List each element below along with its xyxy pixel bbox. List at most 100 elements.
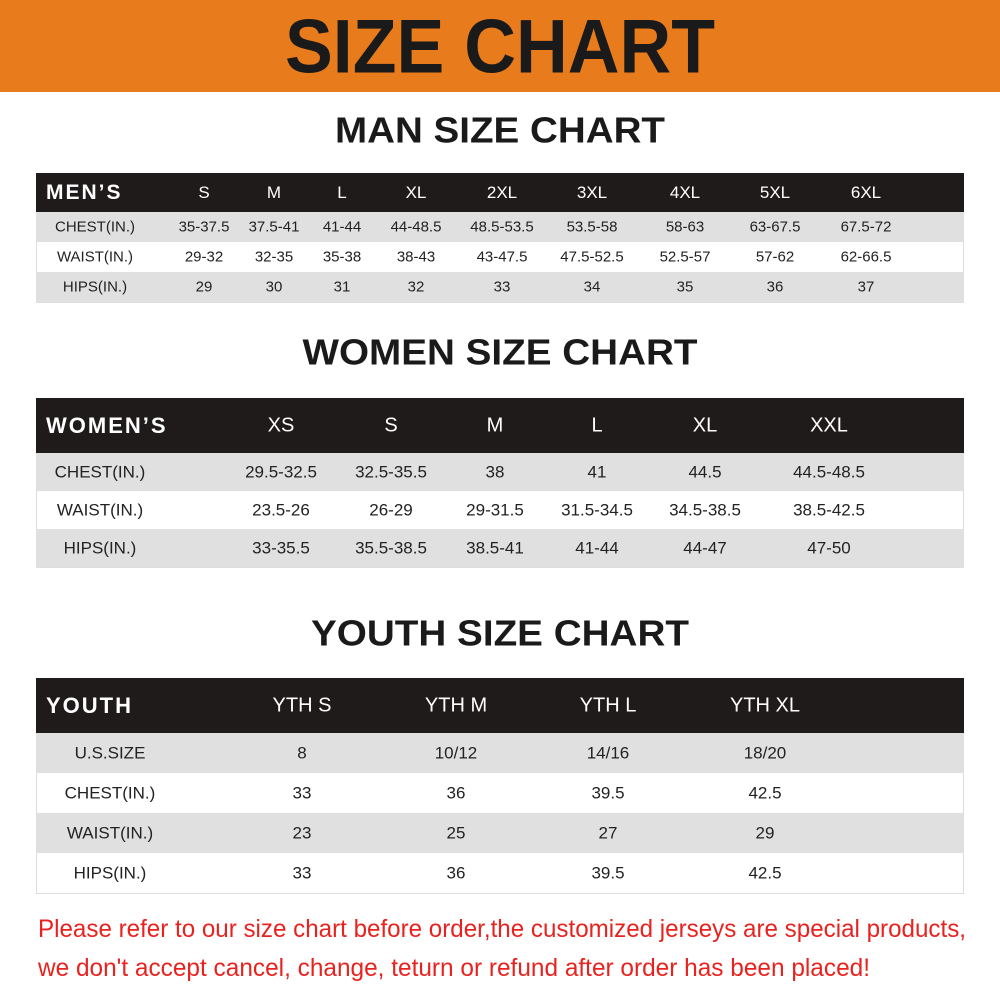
table-cell: 29-31.5: [466, 501, 524, 520]
table-cell: 53.5-58: [567, 219, 618, 236]
table-cell: 47.5-52.5: [560, 249, 623, 266]
table-cell: 36: [767, 279, 784, 296]
table-cell: 41-44: [575, 539, 618, 558]
table-cell: 25: [447, 824, 466, 843]
page-title: SIZE CHART: [285, 5, 715, 90]
table-cell: 31.5-34.5: [561, 501, 633, 520]
table-cell: 29.5-32.5: [245, 463, 317, 482]
table-cell: 38.5-42.5: [793, 501, 865, 520]
table-row-label: WAIST(IN.): [57, 501, 143, 520]
table-cell: 52.5-57: [660, 249, 711, 266]
table-row-bg: [36, 212, 964, 242]
table-header-row: [36, 678, 964, 733]
table-row-bg: [36, 453, 964, 491]
table-cell: 37.5-41: [249, 219, 300, 236]
table-header-cell: S: [384, 415, 397, 437]
table-cell: 48.5-53.5: [470, 219, 533, 236]
table-cell: 58-63: [666, 219, 704, 236]
table-cell: 26-29: [369, 501, 412, 520]
table-cell: 57-62: [756, 249, 794, 266]
table-cell: 63-67.5: [750, 219, 801, 236]
table-row-label: WAIST(IN.): [57, 249, 133, 266]
table-header-cell: 2XL: [487, 183, 517, 202]
table-cell: 44-47: [683, 539, 726, 558]
table-header-cell: XS: [268, 415, 295, 437]
table-cell: 33: [293, 864, 312, 883]
table-cell: 31: [334, 279, 351, 296]
table-cell: 39.5: [591, 864, 624, 883]
table-cell: 41-44: [323, 219, 361, 236]
table-row-label: HIPS(IN.): [64, 539, 137, 558]
table-cell: 18/20: [744, 744, 787, 763]
table-cell: 42.5: [748, 784, 781, 803]
table-row-label: U.S.SIZE: [75, 744, 146, 763]
table-header-cell: YTH S: [273, 695, 332, 717]
table-row-label: HIPS(IN.): [74, 864, 147, 883]
table-cell: 27: [599, 824, 618, 843]
footer-note: we don't accept cancel, change, teturn o…: [37, 954, 870, 982]
table-cell: 8: [297, 744, 306, 763]
table-header-cell: 6XL: [851, 183, 881, 202]
table-cell: 29: [756, 824, 775, 843]
table-header-label: WOMEN’S: [46, 413, 168, 438]
table-cell: 35-37.5: [179, 219, 230, 236]
table-cell: 37: [858, 279, 875, 296]
table-header-cell: XXL: [810, 415, 848, 437]
header-band: [0, 0, 1000, 92]
table-cell: 33: [494, 279, 511, 296]
table-cell: 39.5: [591, 784, 624, 803]
table-header-cell: L: [337, 183, 346, 202]
table-cell: 35: [677, 279, 694, 296]
table-cell: 34: [584, 279, 601, 296]
table-cell: 33: [293, 784, 312, 803]
table-row-label: WAIST(IN.): [67, 824, 153, 843]
section-title: YOUTH SIZE CHART: [311, 613, 689, 654]
table-cell: 14/16: [587, 744, 630, 763]
table-row-label: HIPS(IN.): [63, 279, 127, 296]
table-cell: 32.5-35.5: [355, 463, 427, 482]
table-header-cell: YTH M: [425, 695, 487, 717]
table-cell: 38: [486, 463, 505, 482]
footer-note: Please refer to our size chart before or…: [38, 915, 966, 943]
table-cell: 10/12: [435, 744, 478, 763]
table-header-cell: 3XL: [577, 183, 607, 202]
table-cell: 29-32: [185, 249, 223, 266]
table-cell: 62-66.5: [841, 249, 892, 266]
table-header-cell: XL: [693, 415, 717, 437]
section-title: MAN SIZE CHART: [335, 110, 665, 151]
table-row-bg: [36, 272, 964, 302]
table-row-bg: [36, 733, 964, 773]
table-header-cell: YTH L: [580, 695, 637, 717]
table-cell: 23: [293, 824, 312, 843]
table-header-cell: S: [198, 183, 209, 202]
table-cell: 44-48.5: [391, 219, 442, 236]
table-cell: 29: [196, 279, 213, 296]
table-cell: 34.5-38.5: [669, 501, 741, 520]
table-cell: 35-38: [323, 249, 361, 266]
table-header-cell: YTH XL: [730, 695, 800, 717]
table-header-cell: 5XL: [760, 183, 790, 202]
table-cell: 41: [588, 463, 607, 482]
table-header-row: [36, 398, 964, 453]
table-row-bg: [36, 529, 964, 567]
table-cell: 23.5-26: [252, 501, 310, 520]
table-row-bg: [36, 813, 964, 853]
table-cell: 47-50: [807, 539, 850, 558]
table-cell: 30: [266, 279, 283, 296]
table-header-row: [36, 173, 964, 212]
table-cell: 44.5-48.5: [793, 463, 865, 482]
section-title: WOMEN SIZE CHART: [303, 332, 698, 373]
table-header-cell: XL: [406, 183, 427, 202]
table-cell: 38-43: [397, 249, 435, 266]
table-row-label: CHEST(IN.): [55, 463, 146, 482]
table-header-label: YOUTH: [46, 693, 133, 718]
table-cell: 32: [408, 279, 425, 296]
table-cell: 67.5-72: [841, 219, 892, 236]
table-cell: 32-35: [255, 249, 293, 266]
table-cell: 36: [447, 784, 466, 803]
table-header-cell: L: [591, 415, 602, 437]
table-header-label: MEN’S: [46, 181, 123, 204]
table-header-cell: 4XL: [670, 183, 700, 202]
table-cell: 35.5-38.5: [355, 539, 427, 558]
